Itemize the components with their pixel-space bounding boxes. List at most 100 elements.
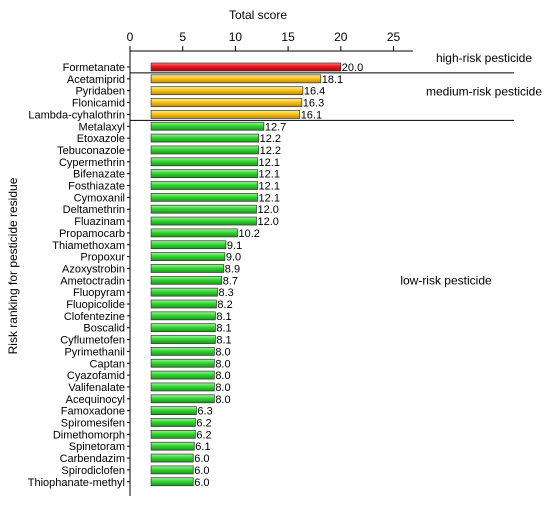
value-label: 8.0 — [215, 370, 230, 382]
bar — [150, 240, 227, 250]
risk-group-label: low-risk pesticide — [400, 273, 492, 287]
category-label: Captan — [90, 358, 125, 370]
bar — [150, 465, 194, 475]
value-label: 8.0 — [215, 346, 230, 358]
value-label: 12.2 — [260, 145, 281, 157]
bar — [150, 169, 258, 178]
value-label: 12.1 — [259, 181, 280, 193]
category-label: Azoxystrobin — [62, 263, 125, 275]
bar — [150, 323, 216, 333]
x-tick-label: 25 — [387, 30, 401, 44]
value-label: 12.1 — [259, 192, 280, 204]
value-label: 6.1 — [195, 441, 210, 453]
value-label: 8.2 — [217, 299, 232, 311]
x-tick-label: 0 — [127, 30, 134, 44]
x-tick-label: 20 — [334, 30, 348, 44]
bar — [150, 347, 215, 356]
value-label: 16.1 — [301, 109, 322, 121]
category-label: Fluazinam — [74, 216, 125, 228]
value-label: 8.9 — [225, 263, 240, 275]
category-label: Formetanate — [63, 62, 125, 74]
value-label: 6.2 — [196, 429, 211, 441]
category-label: Valifenalate — [68, 382, 125, 394]
category-label: Propoxur — [80, 252, 125, 264]
bar — [150, 133, 259, 143]
value-label: 20.0 — [342, 62, 363, 74]
value-label: 16.3 — [303, 98, 324, 110]
value-label: 8.1 — [216, 335, 231, 347]
value-label: 16.4 — [304, 86, 325, 98]
value-label: 8.7 — [223, 275, 238, 287]
category-label: Pyridaben — [75, 86, 125, 98]
x-tick-label: 10 — [229, 30, 243, 44]
bar — [150, 110, 301, 119]
risk-group-label: medium-risk pesticide — [426, 85, 542, 99]
bar — [150, 193, 258, 202]
value-label: 12.1 — [259, 169, 280, 181]
category-label: Boscalid — [83, 323, 125, 335]
value-label: 8.1 — [216, 323, 231, 335]
category-label: Etoxazole — [77, 133, 125, 145]
bar — [150, 430, 196, 439]
category-label: Pyrimethanil — [64, 346, 125, 358]
category-label: Cymoxanil — [74, 192, 125, 204]
bar — [150, 181, 258, 190]
bar — [150, 406, 197, 415]
bars: Formetanate 20.0 Acetamiprid 18.1 Pyridaben 1… — [28, 62, 363, 489]
value-label: 9.1 — [227, 240, 242, 252]
category-label: Acetamiprid — [67, 74, 125, 86]
x-tick-label: 15 — [281, 30, 295, 44]
category-label: Cyazofamid — [67, 370, 125, 382]
value-label: 12.7 — [265, 121, 286, 133]
category-label: Acequinocyl — [66, 394, 125, 406]
value-label: 9.0 — [226, 252, 241, 264]
category-label: Spirodiclofen — [61, 465, 125, 477]
value-label: 8.1 — [216, 311, 231, 323]
bar — [150, 299, 217, 309]
bar — [150, 453, 194, 463]
x-tick-label: 5 — [179, 30, 186, 44]
bar — [150, 86, 304, 96]
bar — [150, 264, 225, 273]
category-label: Fluopicolide — [66, 299, 125, 311]
value-label: 12.0 — [257, 216, 278, 228]
category-label: Ametoctradin — [60, 275, 125, 287]
category-label: Deltamethrin — [63, 204, 125, 216]
bar — [150, 98, 303, 107]
value-label: 8.0 — [215, 382, 230, 394]
bar — [150, 382, 215, 392]
category-label: Spinetoram — [69, 441, 125, 453]
bar — [150, 287, 218, 297]
y-axis-title: Risk ranking for pesticide residue — [6, 177, 20, 354]
risk-group-label: high-risk pesticide — [436, 51, 532, 65]
value-label: 12.2 — [260, 133, 281, 145]
bar — [150, 252, 226, 261]
value-label: 12.0 — [257, 204, 278, 216]
category-label: Famoxadone — [61, 406, 125, 418]
bar — [150, 335, 216, 344]
bar — [150, 311, 216, 321]
category-label: Cyflumetofen — [60, 335, 125, 347]
category-label: Thiophanate-methyl — [28, 477, 125, 489]
bar — [150, 370, 215, 380]
category-label: Bifenazate — [73, 169, 125, 181]
category-label: Flonicamid — [72, 98, 125, 110]
category-label: Thiamethoxam — [52, 240, 125, 252]
bar — [150, 157, 258, 167]
category-label: Dimethomorph — [53, 429, 125, 441]
value-label: 8.0 — [215, 358, 230, 370]
risk-groups: high-risk pesticide medium-risk pesticide… — [130, 51, 542, 287]
bar — [150, 204, 257, 214]
value-label: 6.0 — [194, 477, 209, 489]
category-label: Cypermethrin — [59, 157, 125, 169]
bar — [150, 418, 196, 427]
value-label: 6.2 — [196, 418, 211, 430]
bar — [150, 441, 195, 451]
category-label: Clofentezine — [64, 311, 125, 323]
value-label: 6.0 — [194, 453, 209, 465]
value-label: 6.0 — [194, 465, 209, 477]
value-label: 18.1 — [322, 74, 343, 86]
bar — [150, 228, 238, 238]
